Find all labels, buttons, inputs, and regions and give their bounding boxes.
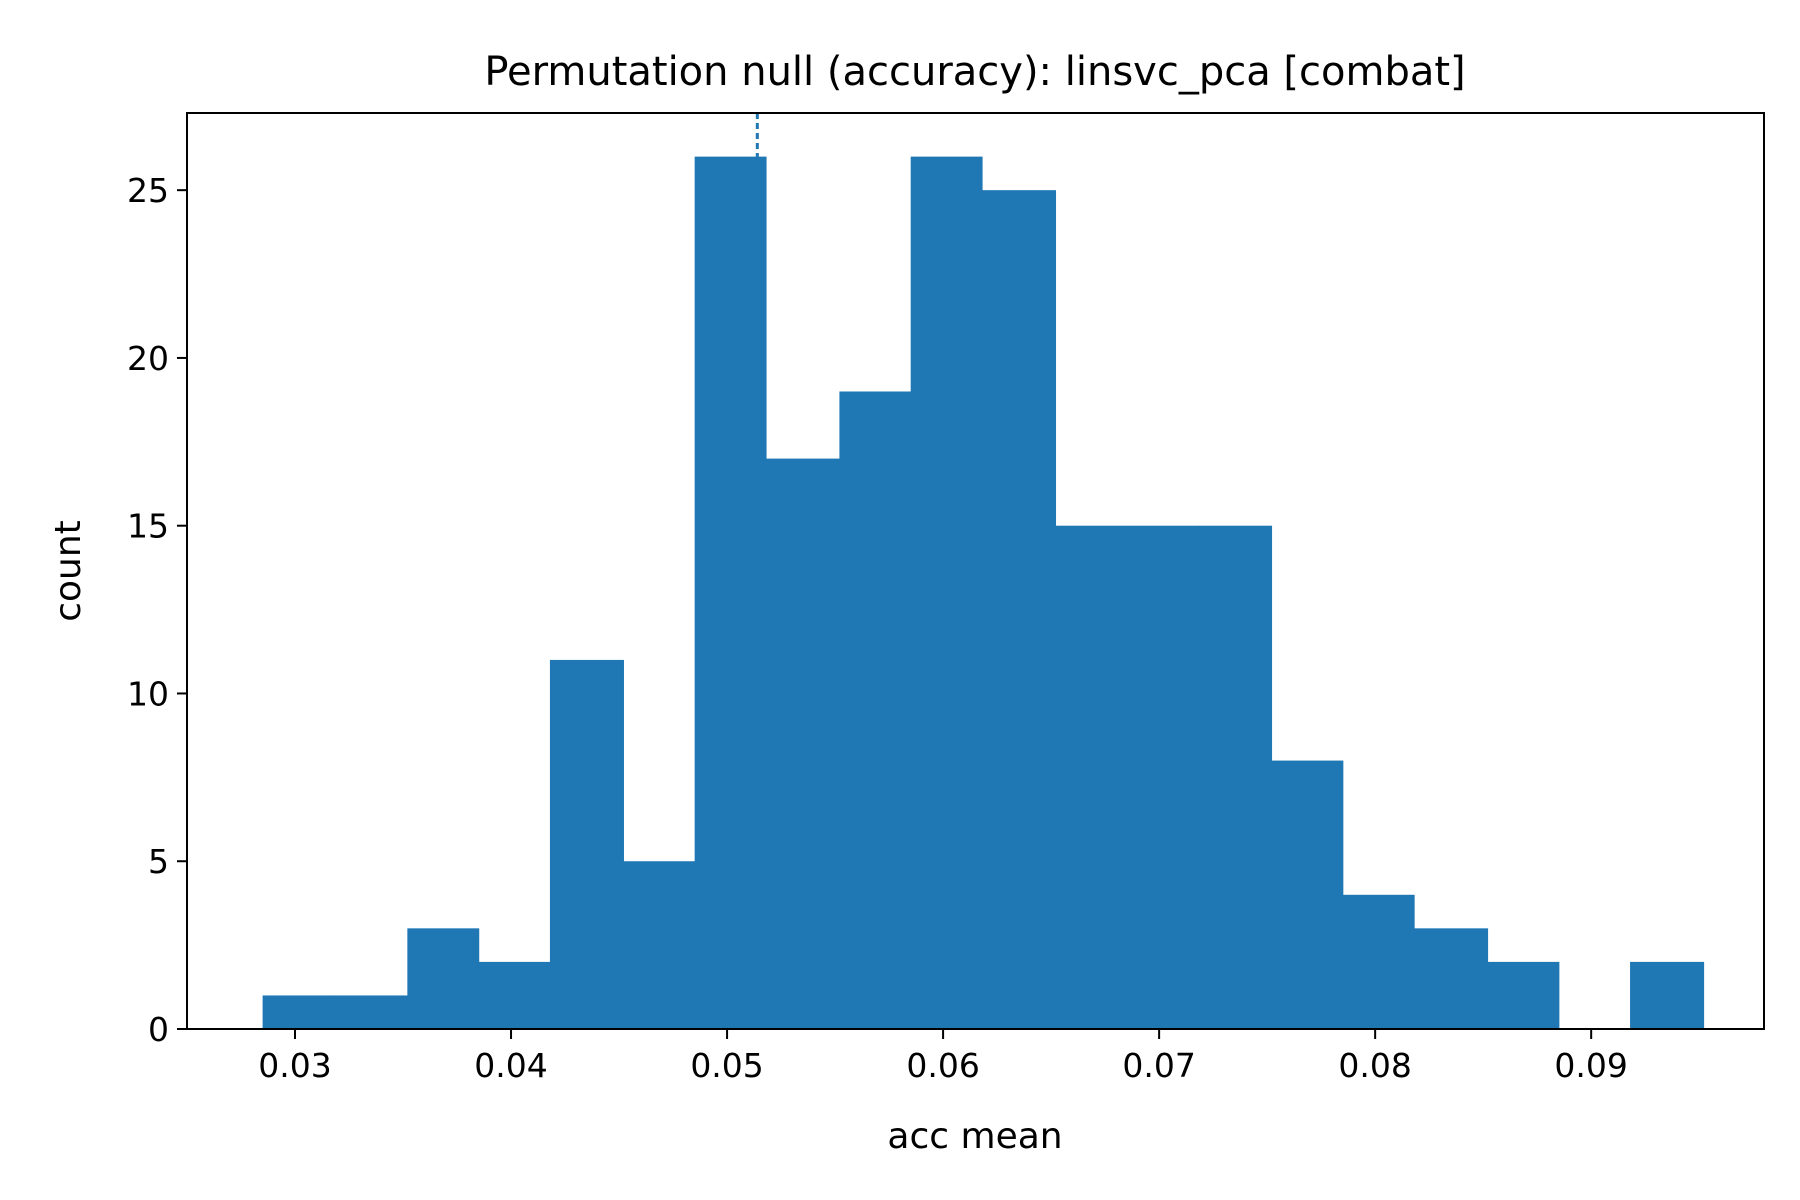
chart-title: Permutation null (accuracy): linsvc_pca …: [484, 49, 1465, 95]
histogram-bar: [1342, 894, 1415, 1029]
histogram-bar: [1630, 961, 1705, 1029]
histogram-bar: [1271, 760, 1344, 1029]
y-axis-label: count: [48, 520, 89, 622]
histogram-bar: [478, 961, 551, 1029]
y-tick-label: 10: [127, 674, 169, 713]
histogram-bar: [1198, 525, 1273, 1029]
x-tick-label: 0.06: [906, 1046, 979, 1085]
y-tick-label: 0: [148, 1010, 169, 1049]
y-axis: 0 5 10 15 20 25: [127, 171, 187, 1049]
histogram-bar: [839, 391, 912, 1029]
x-axis-label: acc mean: [887, 1116, 1062, 1157]
histogram-bar: [623, 861, 696, 1029]
y-tick-label: 5: [148, 842, 169, 881]
histogram-bar: [1414, 928, 1489, 1029]
histogram-bar: [910, 156, 983, 1030]
histogram-bar: [694, 156, 767, 1030]
x-tick-label: 0.08: [1338, 1046, 1411, 1085]
y-tick-label: 20: [127, 339, 169, 378]
x-axis: 0.03 0.04 0.05 0.06 0.07 0.08 0.09: [258, 1029, 1628, 1085]
histogram-bar: [549, 659, 624, 1029]
x-tick-label: 0.07: [1122, 1046, 1195, 1085]
y-tick-label: 15: [127, 507, 169, 546]
histogram-bar: [1055, 525, 1128, 1029]
histogram-bar: [407, 928, 480, 1029]
plot-frame: [186, 112, 1765, 1030]
histogram-bar: [262, 995, 335, 1029]
y-tick-label: 25: [127, 171, 169, 210]
histogram-bar: [1487, 961, 1560, 1029]
x-tick-label: 0.09: [1554, 1046, 1627, 1085]
histogram-bars: [262, 156, 1705, 1030]
histogram-bar: [765, 458, 841, 1030]
histogram-bar: [981, 190, 1057, 1029]
x-tick-label: 0.03: [258, 1046, 331, 1085]
histogram-bar: [1126, 525, 1199, 1029]
histogram-bar: [333, 995, 408, 1029]
x-tick-label: 0.05: [690, 1046, 763, 1085]
x-tick-label: 0.04: [474, 1046, 547, 1085]
